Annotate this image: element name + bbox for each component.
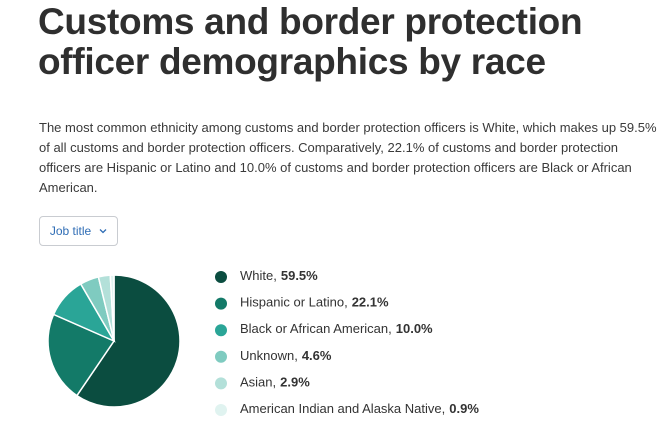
legend-label: Unknown bbox=[240, 348, 294, 363]
legend-separator: , bbox=[273, 375, 277, 390]
legend-label: White bbox=[240, 268, 273, 283]
legend-entry: Unknown, 4.6% bbox=[240, 348, 332, 363]
legend-entry: White, 59.5% bbox=[240, 268, 318, 283]
pie-slice bbox=[47, 313, 116, 397]
legend-separator: , bbox=[273, 268, 277, 283]
legend-swatch bbox=[215, 350, 227, 363]
legend-label: Hispanic or Latino bbox=[240, 295, 344, 310]
legend-value: 4.6% bbox=[302, 348, 332, 363]
legend-swatch bbox=[215, 377, 227, 390]
pie-slice bbox=[109, 274, 115, 342]
legend-entry: American Indian and Alaska Native, 0.9% bbox=[240, 401, 479, 416]
legend-value: 2.9% bbox=[280, 375, 310, 390]
legend-separator: , bbox=[442, 401, 446, 416]
legend-label: Asian bbox=[240, 375, 273, 390]
chart: White, 59.5% Hispanic or Latino, 22.1% Black… bbox=[47, 268, 479, 416]
legend-separator: , bbox=[344, 295, 348, 310]
legend-swatch bbox=[215, 297, 227, 310]
chevron-icon bbox=[99, 229, 107, 234]
legend-swatch bbox=[215, 404, 227, 416]
legend-separator: , bbox=[294, 348, 298, 363]
title: Customs and border protection officer de… bbox=[38, 1, 583, 82]
legend-entry: Hispanic or Latino, 22.1% bbox=[240, 295, 389, 310]
legend-value: 0.9% bbox=[449, 401, 479, 416]
legend-swatch bbox=[215, 271, 227, 283]
legend-value: 59.5% bbox=[281, 268, 318, 283]
dropdown-label: Job title bbox=[49, 224, 92, 238]
legend-value: 10.0% bbox=[396, 322, 433, 337]
legend-label: American Indian and Alaska Native bbox=[240, 401, 442, 416]
legend-value: 22.1% bbox=[352, 295, 389, 310]
legend-entry: Black or African American, 10.0% bbox=[240, 322, 433, 337]
legend-entry: Asian, 2.9% bbox=[240, 375, 310, 390]
description: The most common ethnicity among customs … bbox=[39, 120, 657, 195]
legend-swatch bbox=[215, 324, 227, 337]
pie-slice bbox=[75, 274, 181, 408]
legend-label: Black or African American bbox=[240, 322, 388, 337]
legend-separator: , bbox=[388, 322, 392, 337]
job-title-dropdown[interactable]: Job title bbox=[39, 216, 118, 246]
